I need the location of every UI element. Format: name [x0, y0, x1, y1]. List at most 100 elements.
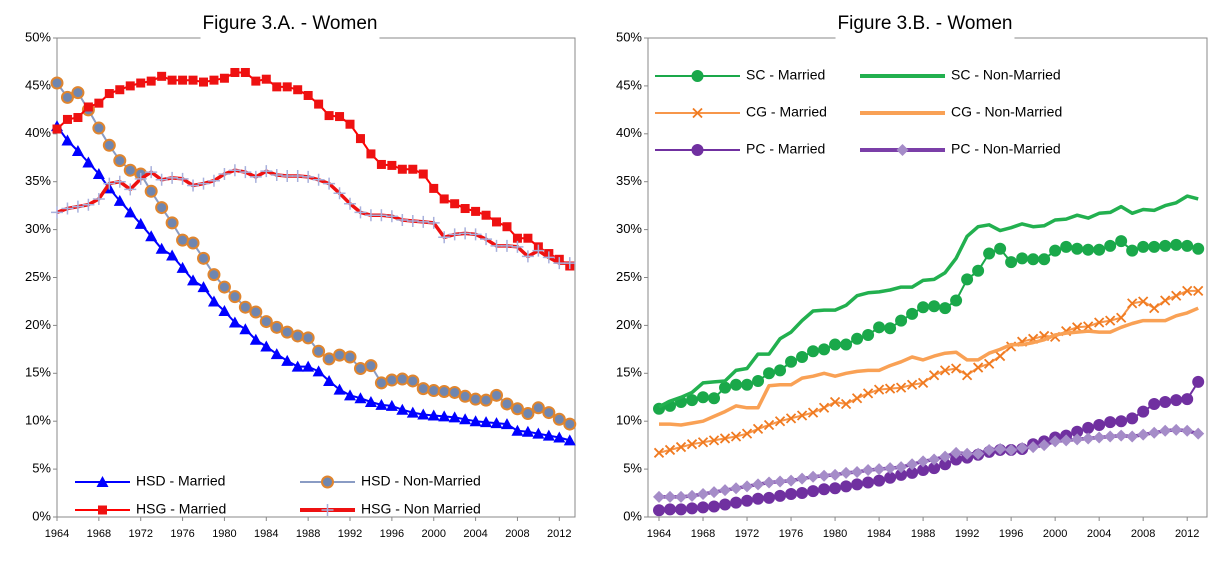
data-point [333, 348, 347, 362]
data-point [82, 156, 95, 168]
data-point [71, 200, 84, 213]
data-point [50, 76, 64, 90]
data-point [207, 268, 221, 282]
data-point [354, 206, 367, 219]
data-point [1137, 240, 1150, 253]
data-point [763, 419, 775, 431]
data-point [387, 160, 397, 170]
legend-marker [896, 144, 909, 156]
data-point [1159, 396, 1172, 409]
data-point [917, 301, 930, 314]
legend-marker [98, 505, 107, 515]
data-point [354, 392, 367, 404]
data-point [281, 169, 294, 182]
data-point [708, 500, 721, 513]
data-point [829, 482, 842, 495]
data-point [123, 163, 137, 177]
data-point [155, 242, 168, 254]
data-point [521, 250, 534, 263]
data-point [124, 183, 137, 196]
data-point [113, 154, 127, 168]
data-point [417, 215, 430, 228]
data-point [818, 402, 830, 413]
chart-panel: 0% 5% 10% 15% 20% 25% 30% 35% 40% 45% 50% 1964 1968 1… [25, 13, 577, 540]
y-tick-label: 20% [25, 317, 51, 332]
data-point [532, 244, 545, 257]
data-point [552, 412, 566, 426]
data-point [155, 173, 168, 186]
data-point [950, 363, 962, 374]
data-point [322, 352, 336, 366]
series-line [659, 306, 1199, 427]
data-point [217, 280, 231, 294]
data-point [312, 365, 325, 377]
data-point [293, 85, 303, 95]
data-point [416, 382, 430, 396]
data-point [796, 472, 809, 485]
data-point [1137, 405, 1150, 418]
data-point [1049, 435, 1062, 448]
data-point [1193, 285, 1204, 297]
data-point [1159, 424, 1172, 437]
data-point [1181, 239, 1194, 252]
data-point [752, 423, 764, 435]
data-point [1093, 243, 1106, 256]
data-point [186, 236, 200, 250]
data-point [1126, 244, 1139, 257]
data-point [450, 199, 460, 209]
data-point [61, 202, 74, 215]
data-point [218, 168, 231, 181]
data-point [1104, 239, 1117, 252]
data-point [796, 410, 808, 421]
x-tick-label: 1980 [212, 528, 236, 540]
data-point [511, 240, 524, 253]
data-point [851, 393, 863, 404]
data-point [917, 377, 929, 389]
data-point [1115, 415, 1128, 428]
data-point [807, 485, 820, 498]
data-point [873, 384, 885, 395]
data-point [1149, 303, 1160, 314]
data-point [448, 411, 461, 423]
data-point [207, 295, 220, 307]
x-tick-label: 2000 [1043, 528, 1067, 540]
data-point [851, 478, 864, 491]
data-point [774, 416, 786, 427]
data-point [375, 398, 388, 410]
data-point [906, 307, 919, 320]
data-point [302, 170, 315, 183]
x-tick-label: 1992 [338, 528, 362, 540]
data-point [807, 470, 820, 483]
y-tick-label: 15% [616, 365, 642, 380]
data-point [1060, 434, 1073, 447]
data-point [364, 209, 377, 222]
data-point [73, 113, 83, 123]
data-point [1027, 253, 1040, 266]
data-point [353, 362, 367, 376]
data-point [1182, 285, 1193, 297]
x-tick-label: 2012 [547, 528, 571, 540]
data-point [125, 81, 135, 91]
data-point [104, 89, 114, 99]
data-point [1093, 419, 1106, 432]
data-point [697, 437, 709, 448]
legend-label: CG - Married [746, 104, 827, 120]
data-point [851, 465, 864, 478]
data-point [270, 348, 283, 360]
data-point [291, 169, 304, 182]
data-point [542, 251, 555, 264]
data-point [840, 466, 853, 479]
data-point [884, 322, 897, 335]
data-point [282, 82, 292, 92]
data-point [270, 168, 283, 181]
data-point [239, 323, 252, 335]
data-point [251, 76, 261, 86]
data-point [178, 75, 188, 85]
x-tick-label: 1972 [128, 528, 152, 540]
data-point [438, 410, 451, 422]
data-point [166, 249, 179, 261]
data-point [730, 496, 743, 509]
data-point [851, 332, 864, 345]
data-point [270, 320, 284, 334]
data-point [928, 370, 940, 381]
